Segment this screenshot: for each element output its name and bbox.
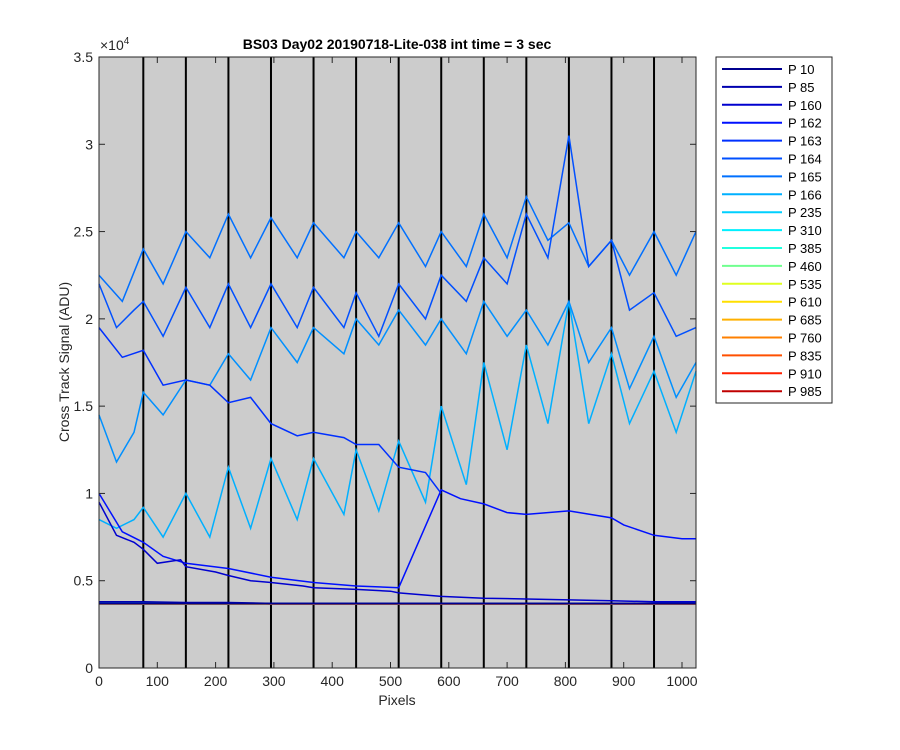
legend-label: P 235 — [788, 205, 822, 220]
plot-frame — [98, 56, 697, 669]
x-tick-label: 100 — [146, 673, 170, 689]
x-tick-label: 900 — [612, 673, 636, 689]
y-tick-label: 2 — [85, 311, 93, 327]
legend-label: P 85 — [788, 80, 815, 95]
y-exponent-label: ×104 — [100, 36, 130, 53]
legend-label: P 163 — [788, 134, 822, 149]
y-axis-ticks: 0 0.5 1 1.5 2 2.5 3 3.5 — [74, 49, 696, 676]
x-axis-label: Pixels — [378, 692, 415, 708]
x-tick-label: 400 — [321, 673, 345, 689]
series-lines — [98, 135, 697, 606]
series-line — [98, 501, 696, 603]
legend-label: P 535 — [788, 277, 822, 292]
legend-label: P 610 — [788, 295, 822, 310]
y-exponent-power: 4 — [124, 36, 130, 47]
plot-area — [98, 56, 697, 669]
y-tick-label: 1 — [85, 485, 93, 501]
legend-label: P 835 — [788, 348, 822, 363]
legend-label: P 162 — [788, 116, 822, 131]
chart-title: BS03 Day02 20190718-Lite-038 int time = … — [243, 36, 552, 52]
x-tick-label: 1000 — [666, 673, 697, 689]
legend-label: P 10 — [788, 62, 815, 77]
series-line — [98, 301, 697, 540]
y-exponent-base: ×10 — [100, 37, 124, 53]
legend-label: P 385 — [788, 241, 822, 256]
y-tick-label: 0 — [85, 660, 93, 676]
y-axis-label: Cross Track Signal (ADU) — [56, 282, 72, 442]
x-axis-ticks: 0 100 200 300 400 500 600 700 800 900 1000 — [95, 57, 698, 689]
y-tick-label: 2.5 — [74, 224, 94, 240]
x-tick-label: 700 — [495, 673, 519, 689]
series-line — [98, 327, 442, 494]
legend-label: P 164 — [788, 152, 822, 167]
y-tick-label: 3.5 — [74, 49, 94, 65]
y-tick-label: 3 — [85, 136, 93, 152]
x-tick-label: 500 — [379, 673, 403, 689]
legend-label: P 685 — [788, 313, 822, 328]
y-tick-label: 1.5 — [74, 398, 94, 414]
legend-label: P 165 — [788, 169, 822, 184]
legend-label: P 160 — [788, 98, 822, 113]
legend: P 10 P 85 P 160 P 162 P 163 P 164 P 165 P 166 P … — [715, 56, 833, 404]
plot-background — [99, 57, 696, 668]
x-tick-label: 800 — [554, 673, 578, 689]
legend-label: P 760 — [788, 331, 822, 346]
legend-label: P 985 — [788, 384, 822, 399]
legend-label: P 460 — [788, 259, 822, 274]
x-tick-label: 300 — [262, 673, 286, 689]
legend-label: P 166 — [788, 187, 822, 202]
series-line — [98, 299, 697, 464]
legend-label: P 310 — [788, 223, 822, 238]
x-tick-label: 0 — [95, 673, 103, 689]
x-tick-label: 200 — [204, 673, 228, 689]
segment-boundaries — [142, 57, 656, 668]
legend-label: P 910 — [788, 366, 822, 381]
series-line — [98, 488, 696, 589]
series-line — [98, 135, 697, 339]
x-tick-label: 600 — [437, 673, 461, 689]
y-tick-label: 0.5 — [74, 573, 94, 589]
